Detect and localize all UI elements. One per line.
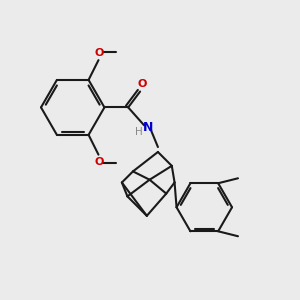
Text: O: O: [137, 79, 147, 88]
Text: N: N: [143, 121, 153, 134]
Text: H: H: [135, 127, 143, 137]
Text: O: O: [95, 157, 104, 167]
Text: O: O: [95, 48, 104, 58]
